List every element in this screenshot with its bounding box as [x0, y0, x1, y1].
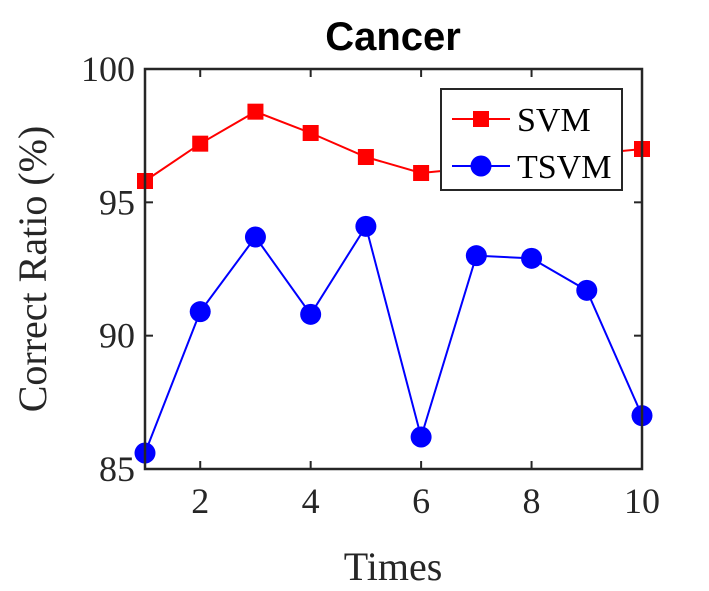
y-tick-label: 100 — [81, 49, 135, 89]
x-axis-label: Times — [344, 544, 443, 589]
data-point-tsvm — [410, 426, 432, 448]
data-point-svm — [413, 165, 430, 181]
axes-box — [143, 67, 644, 471]
y-tick-label: 90 — [99, 316, 135, 356]
chart-title: Cancer — [325, 15, 461, 59]
data-point-tsvm — [521, 247, 543, 269]
data-point-svm — [302, 125, 319, 141]
legend-label-tsvm: TSVM — [517, 149, 611, 186]
series-line-tsvm — [144, 223, 643, 454]
axis-ticks: 2 4 6 8 10 85 90 95 100 — [81, 49, 660, 521]
y-axis-label: Correct Ratio (%) — [10, 126, 55, 413]
x-tick-label: 6 — [412, 481, 430, 521]
y-tick-label: 95 — [99, 182, 135, 222]
data-point-tsvm — [300, 303, 322, 325]
x-tick-label: 8 — [523, 481, 541, 521]
data-point-svm — [192, 135, 209, 152]
x-tick-label: 4 — [302, 481, 320, 521]
data-point-svm — [247, 103, 264, 120]
data-point-tsvm — [576, 279, 598, 301]
data-point-tsvm — [465, 245, 487, 267]
data-point-svm — [357, 149, 374, 165]
y-tick-label: 85 — [99, 449, 135, 489]
x-tick-label: 2 — [191, 481, 209, 521]
legend-label-svm: SVM — [517, 102, 591, 139]
x-tick-label: 10 — [624, 481, 660, 521]
data-point-tsvm — [355, 215, 377, 237]
legend: SVM TSVM — [440, 88, 623, 191]
data-point-tsvm — [244, 226, 266, 248]
legend-box — [440, 88, 623, 191]
data-point-tsvm — [189, 301, 211, 323]
legend-marker-tsvm — [470, 155, 492, 177]
legend-marker-svm — [473, 111, 489, 127]
